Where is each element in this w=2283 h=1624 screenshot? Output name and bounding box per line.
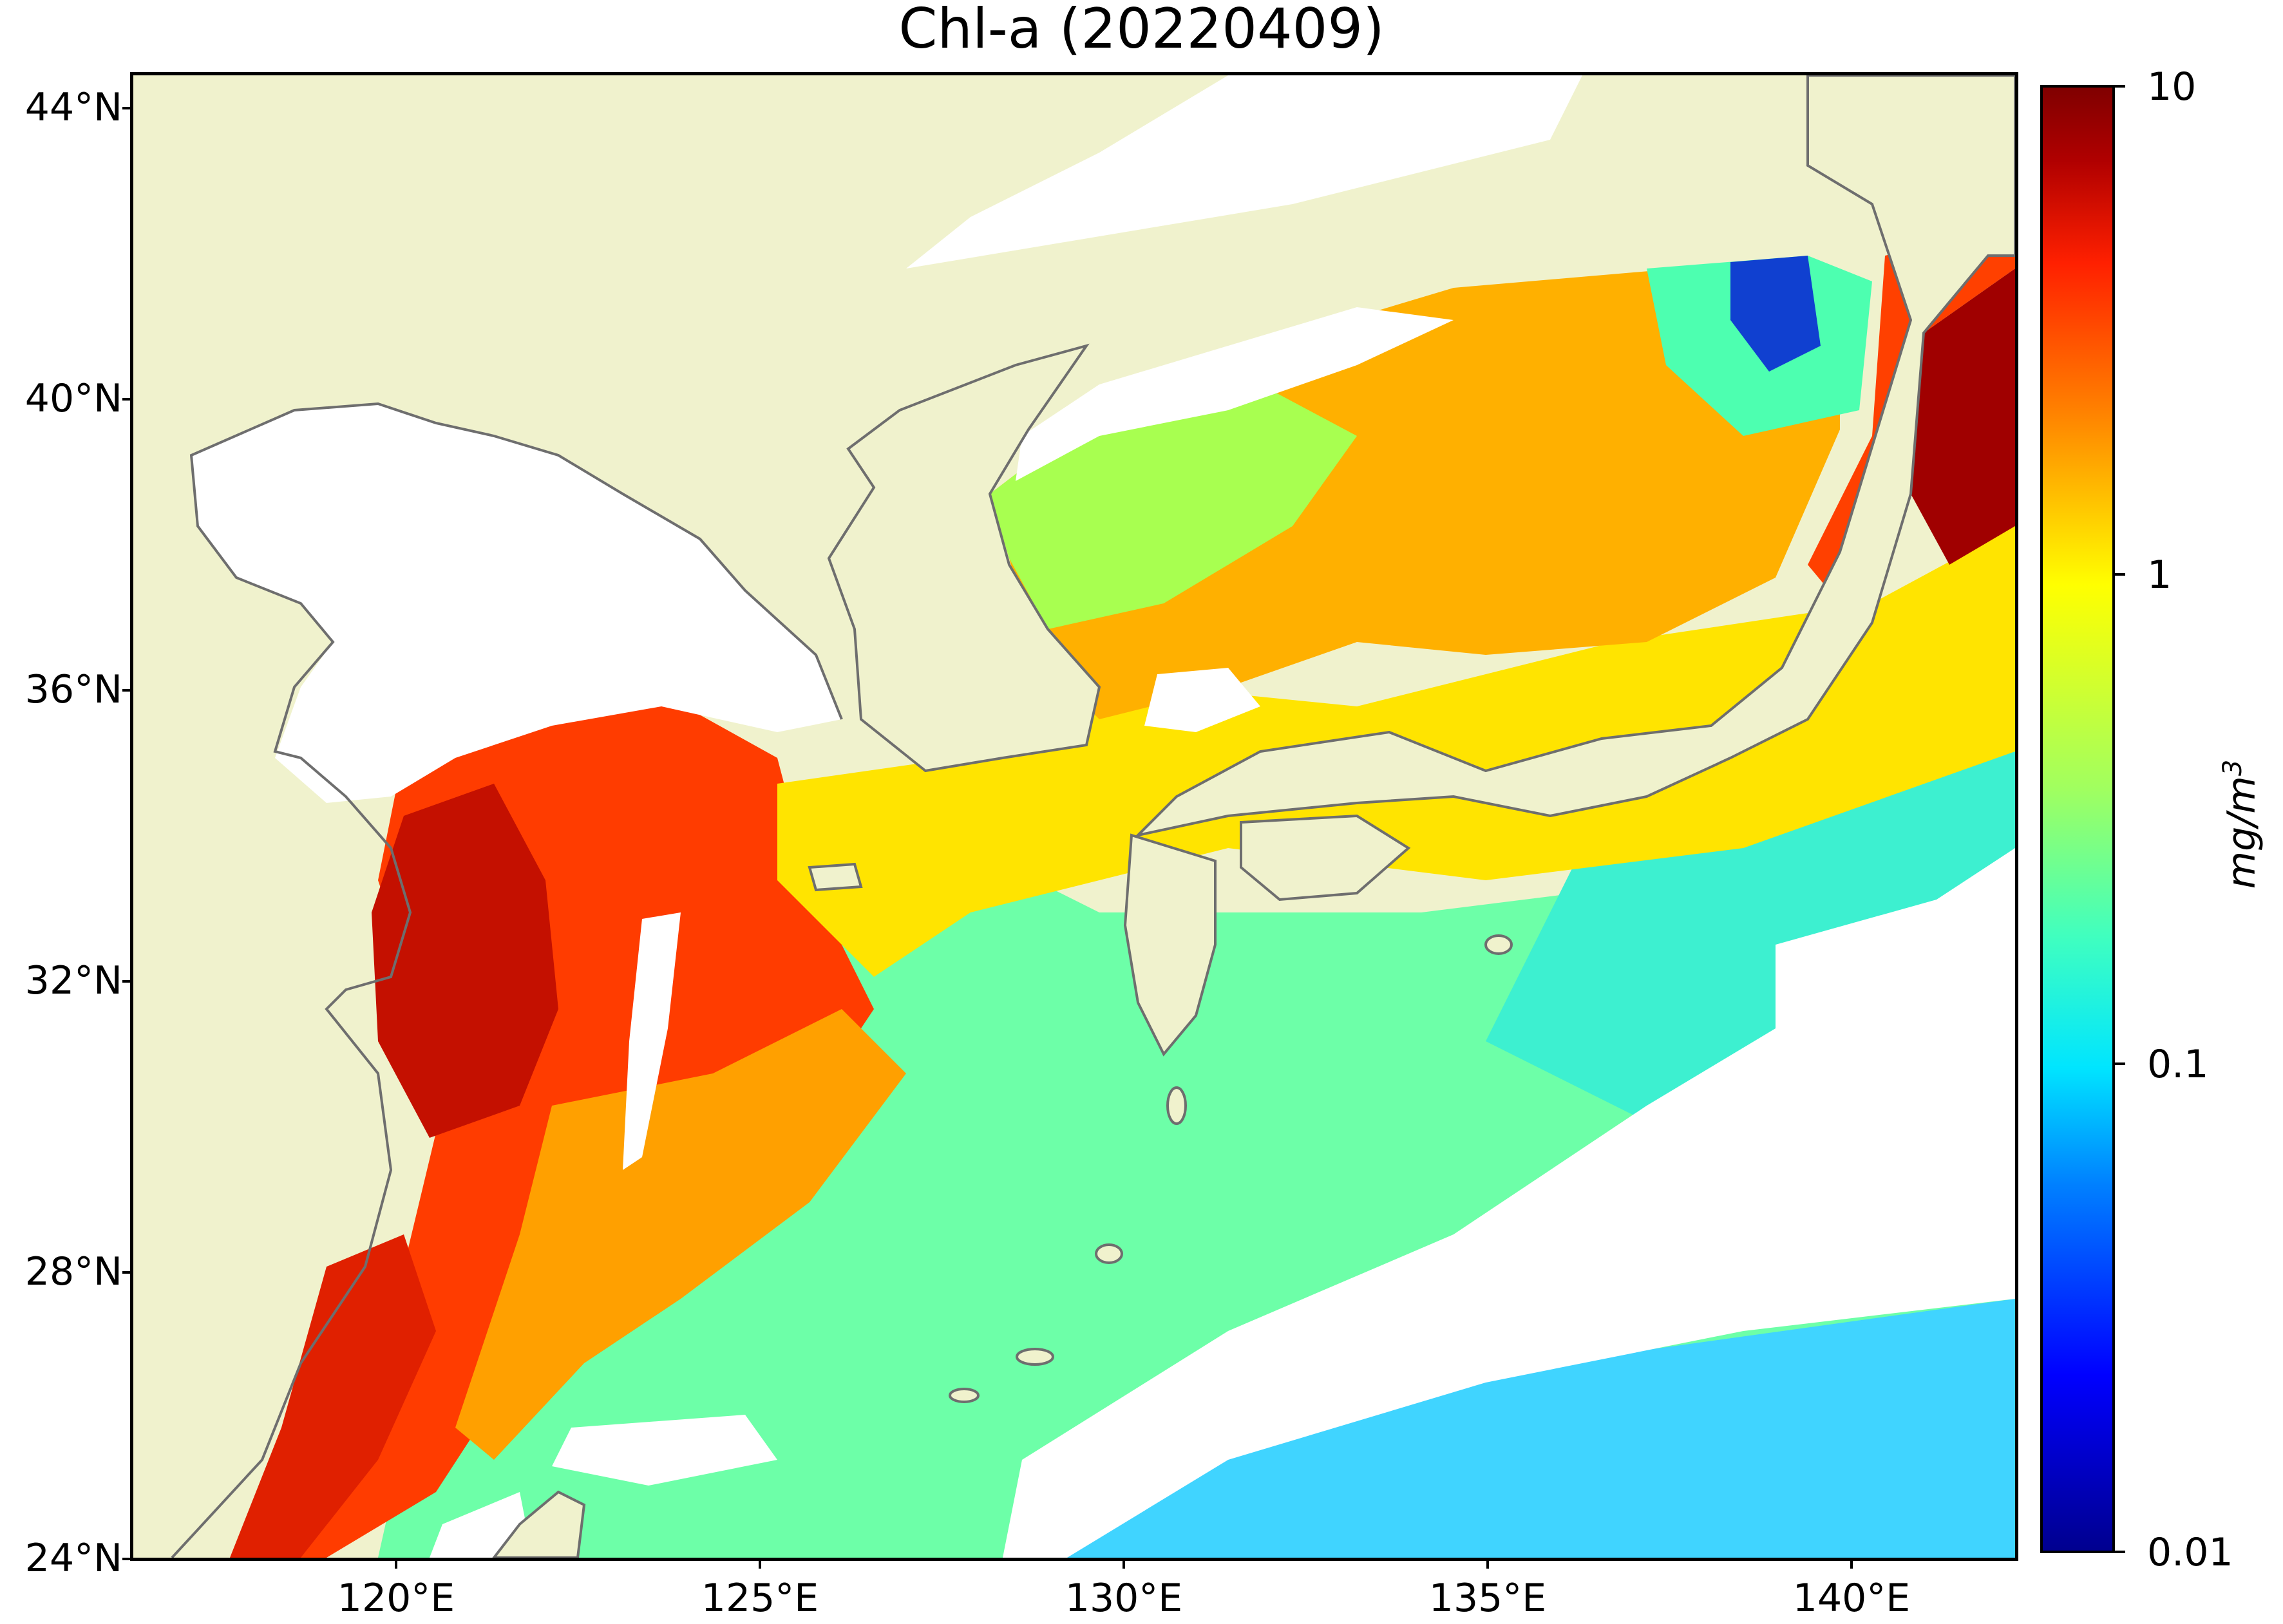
colorbar-tick — [2115, 85, 2125, 88]
ytick-mark — [122, 1558, 130, 1560]
ytick-mark — [122, 689, 130, 692]
tsugaru-low — [1730, 256, 1821, 372]
ryukyu-islands — [949, 934, 1513, 1403]
cloud-korea-north — [906, 75, 1582, 269]
cloud-zhejiang — [623, 912, 681, 1170]
colorbar — [2040, 85, 2115, 1553]
sea-of-japan-green — [990, 384, 1357, 629]
ytick-mark — [122, 1271, 130, 1274]
ocean-deep-blue — [1067, 1299, 2015, 1558]
xtick-label-130e: 130°E — [1065, 1576, 1183, 1621]
korea-land — [827, 343, 1101, 773]
xtick-mark — [1486, 1561, 1489, 1569]
colorbar-tick — [2115, 573, 2125, 576]
ytick-label-36n: 36°N — [24, 667, 122, 712]
colorbar-unit-label: mg/m3 — [2218, 760, 2264, 889]
unit-exponent: 3 — [2218, 759, 2248, 777]
ytick-label-40n: 40°N — [24, 376, 122, 421]
xtick-label-140e: 140°E — [1792, 1576, 1911, 1621]
japan-land — [1133, 75, 2015, 838]
ytick-label-44n: 44°N — [24, 85, 122, 130]
shikoku-land — [1240, 814, 1411, 902]
colorbar-tick — [2115, 1062, 2125, 1065]
taiwan-land — [492, 1490, 586, 1558]
sanriku-high — [1911, 269, 2015, 565]
ytick-label-28n: 28°N — [24, 1249, 122, 1294]
xtick-label-135e: 135°E — [1428, 1576, 1547, 1621]
xtick-label-125e: 125°E — [701, 1576, 819, 1621]
changjiang-plume — [372, 784, 558, 1138]
ecs-orange-transition — [455, 1009, 906, 1460]
colorbar-label-0-1: 0.1 — [2147, 1042, 2209, 1087]
coastal-red-strip — [230, 1234, 436, 1558]
map-canvas — [133, 75, 2015, 1558]
xtick-mark — [1850, 1561, 1853, 1569]
colorbar-label-0-01: 0.01 — [2147, 1530, 2233, 1575]
ytick-mark — [122, 107, 130, 109]
xtick-mark — [1123, 1561, 1125, 1569]
xtick-mark — [759, 1561, 761, 1569]
ytick-mark — [122, 398, 130, 401]
colorbar-label-1: 1 — [2147, 552, 2172, 598]
colorbar-tick — [2115, 1551, 2125, 1553]
cloud-southwest — [552, 1415, 777, 1486]
cloud-south — [1003, 912, 2015, 1558]
cloud-bohai-yellow-sea — [191, 404, 842, 803]
ytick-mark — [122, 980, 130, 983]
kyushu-land — [1123, 833, 1217, 1057]
jeju-island — [808, 862, 863, 892]
ytick-label-24n: 24°N — [24, 1536, 122, 1581]
cloud-korea-strait — [1144, 668, 1260, 732]
unit-base: mg/m — [2219, 776, 2264, 889]
cloud-east-ocean — [1776, 848, 2015, 1041]
cloud-sea-of-japan-west — [1016, 307, 1454, 481]
colorbar-label-10: 10 — [2147, 64, 2197, 109]
map-title: Chl-a (20220409) — [898, 0, 1385, 61]
chlorophyll-map — [130, 72, 2018, 1561]
xtick-label-120e: 120°E — [337, 1576, 455, 1621]
china-coastline — [171, 402, 843, 1558]
ytick-label-32n: 32°N — [24, 958, 122, 1003]
xtick-mark — [395, 1561, 397, 1569]
